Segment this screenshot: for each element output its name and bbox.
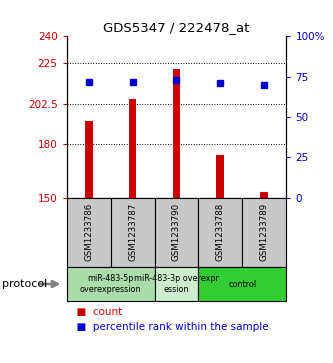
Bar xyxy=(260,192,268,198)
Text: miR-483-5p
overexpression: miR-483-5p overexpression xyxy=(80,274,141,294)
Text: GSM1233788: GSM1233788 xyxy=(216,203,225,261)
Bar xyxy=(129,99,137,198)
Bar xyxy=(242,198,286,267)
Bar xyxy=(85,121,93,198)
Text: ■  percentile rank within the sample: ■ percentile rank within the sample xyxy=(70,322,268,332)
Text: GSM1233789: GSM1233789 xyxy=(260,203,269,261)
Text: control: control xyxy=(228,280,256,289)
Bar xyxy=(198,267,286,301)
Bar xyxy=(155,198,198,267)
Text: GSM1233787: GSM1233787 xyxy=(128,203,137,261)
Bar xyxy=(111,198,155,267)
Bar xyxy=(155,267,198,301)
Text: protocol: protocol xyxy=(2,279,47,289)
Bar xyxy=(67,267,155,301)
Text: miR-483-3p overexpr
ession: miR-483-3p overexpr ession xyxy=(134,274,219,294)
Bar xyxy=(67,198,111,267)
Bar xyxy=(172,69,180,198)
Text: GSM1233786: GSM1233786 xyxy=(84,203,93,261)
Bar xyxy=(198,198,242,267)
Text: GSM1233790: GSM1233790 xyxy=(172,203,181,261)
Bar xyxy=(216,155,224,198)
Title: GDS5347 / 222478_at: GDS5347 / 222478_at xyxy=(103,21,250,34)
Text: ■  count: ■ count xyxy=(70,307,122,317)
